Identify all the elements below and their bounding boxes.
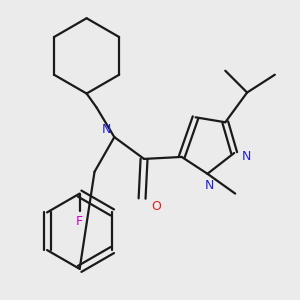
Text: O: O: [151, 200, 161, 213]
Text: N: N: [242, 150, 251, 164]
Text: F: F: [76, 215, 83, 228]
Text: N: N: [205, 179, 214, 192]
Text: N: N: [102, 123, 111, 136]
